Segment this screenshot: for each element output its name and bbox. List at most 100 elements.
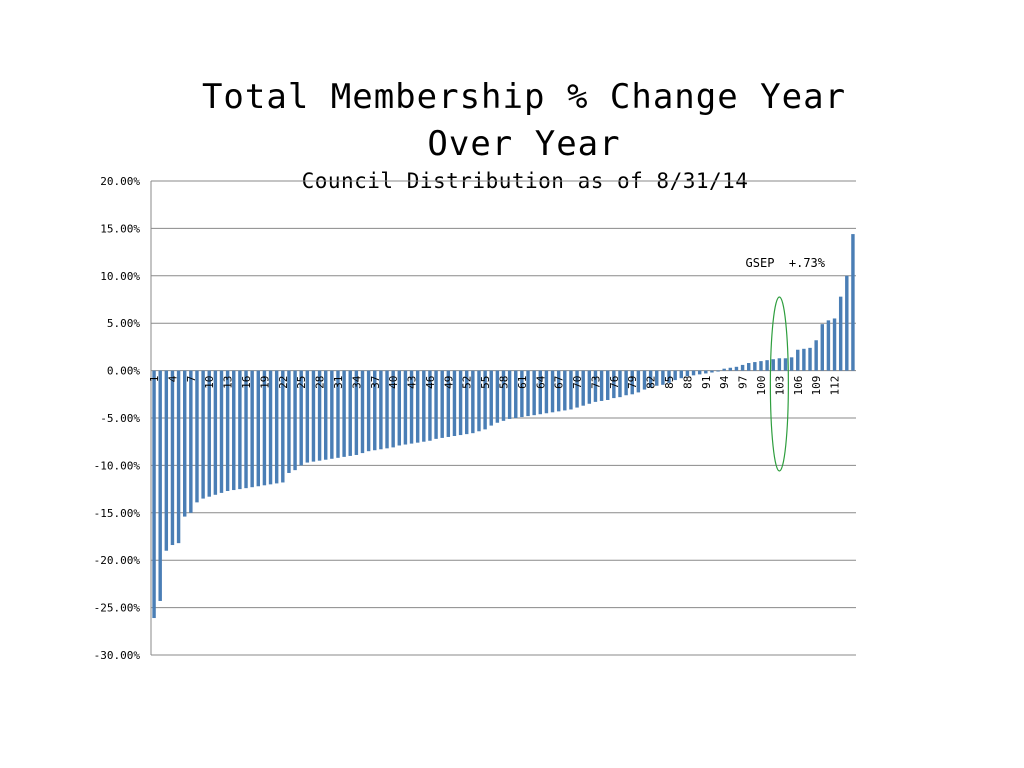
x-tick-label: 103 xyxy=(773,376,786,396)
bar xyxy=(250,370,254,488)
x-tick-label: 16 xyxy=(240,376,253,389)
bar xyxy=(624,370,628,396)
bar xyxy=(630,370,634,395)
bar xyxy=(753,362,757,371)
bar xyxy=(618,370,622,398)
bar xyxy=(550,370,555,413)
x-tick-label: 55 xyxy=(479,376,492,389)
bar xyxy=(299,370,303,466)
bar xyxy=(612,370,616,399)
y-tick-label: 10.00% xyxy=(100,270,140,283)
x-tick-label: 37 xyxy=(369,376,382,389)
bar xyxy=(538,370,542,415)
bar xyxy=(569,370,573,410)
bar xyxy=(348,370,352,456)
x-tick-label: 28 xyxy=(314,376,327,389)
x-tick-label: 112 xyxy=(829,376,842,396)
x-tick-label: 46 xyxy=(424,376,437,389)
x-tick-label: 40 xyxy=(387,376,400,389)
bar-series xyxy=(152,234,855,619)
bar xyxy=(158,370,162,601)
x-tick-label: 22 xyxy=(277,376,290,389)
bar xyxy=(293,370,297,471)
bar xyxy=(458,370,463,436)
x-axis-ticks: 1 4 7 10 13 16 19 22 25 28 31 34 37 40 43 46 49 52 55 58 61 6… xyxy=(148,375,841,395)
bar xyxy=(219,370,224,493)
x-tick-label: 25 xyxy=(295,376,308,389)
bar xyxy=(765,360,769,371)
y-tick-label: -20.00% xyxy=(94,554,141,567)
bar xyxy=(679,370,683,379)
bar xyxy=(232,370,236,491)
bar xyxy=(642,370,647,390)
bar xyxy=(379,370,383,450)
x-tick-label: 43 xyxy=(406,376,419,389)
x-tick-label: 58 xyxy=(498,376,511,389)
bar xyxy=(385,370,389,449)
bar xyxy=(520,370,524,418)
bar xyxy=(563,370,567,411)
bar xyxy=(845,275,849,371)
x-tick-label: 97 xyxy=(737,376,750,389)
x-tick-label: 7 xyxy=(185,376,198,383)
bar xyxy=(710,370,714,373)
x-tick-label: 79 xyxy=(626,376,639,389)
y-axis-ticks: 20.00% 15.00% 10.00% 5.00% 0.00% -5.00% -10.00… xyxy=(94,175,141,662)
bar xyxy=(305,370,310,463)
bar xyxy=(471,370,475,434)
bar xyxy=(526,370,530,417)
bar xyxy=(789,357,794,371)
x-tick-label: 13 xyxy=(222,376,235,389)
x-tick-label: 67 xyxy=(553,376,566,389)
bar xyxy=(330,370,334,459)
bar xyxy=(195,370,199,503)
bar xyxy=(648,370,653,388)
bar xyxy=(704,370,708,374)
x-tick-label: 94 xyxy=(718,375,731,389)
x-tick-label: 34 xyxy=(350,375,363,389)
bar xyxy=(587,370,592,404)
annotation-label: GSEP +.73% xyxy=(746,256,826,270)
bar xyxy=(771,359,775,371)
bar xyxy=(152,370,156,619)
bar xyxy=(373,370,377,451)
bar xyxy=(342,370,346,457)
bar xyxy=(446,370,451,437)
bar xyxy=(716,370,720,372)
bar xyxy=(225,370,230,491)
x-tick-label: 1 xyxy=(148,376,161,383)
bar xyxy=(814,340,818,371)
bar xyxy=(207,370,211,497)
bar xyxy=(428,370,432,441)
bar xyxy=(415,370,420,443)
bar xyxy=(777,358,782,371)
bar xyxy=(336,370,340,458)
x-tick-label: 61 xyxy=(516,376,529,389)
y-tick-label: 5.00% xyxy=(107,317,140,330)
bar xyxy=(655,370,659,386)
bar xyxy=(281,370,285,483)
x-tick-label: 91 xyxy=(700,376,713,389)
bar xyxy=(685,370,690,377)
bar xyxy=(734,366,739,371)
bar xyxy=(366,370,371,452)
bar xyxy=(593,370,598,402)
bar xyxy=(176,370,181,544)
bar xyxy=(440,370,444,438)
bar xyxy=(747,363,751,371)
bar xyxy=(599,370,604,401)
highlight-ellipse xyxy=(769,296,789,472)
bar xyxy=(507,370,512,419)
bar xyxy=(820,324,824,371)
bar xyxy=(409,370,414,444)
bar xyxy=(697,370,702,375)
y-tick-label: -25.00% xyxy=(94,602,141,615)
bar xyxy=(495,370,500,423)
bar xyxy=(465,370,469,435)
bar xyxy=(317,370,322,461)
bar xyxy=(759,361,763,371)
bar xyxy=(636,370,641,393)
bar xyxy=(422,370,426,442)
y-tick-label: -30.00% xyxy=(94,649,141,662)
